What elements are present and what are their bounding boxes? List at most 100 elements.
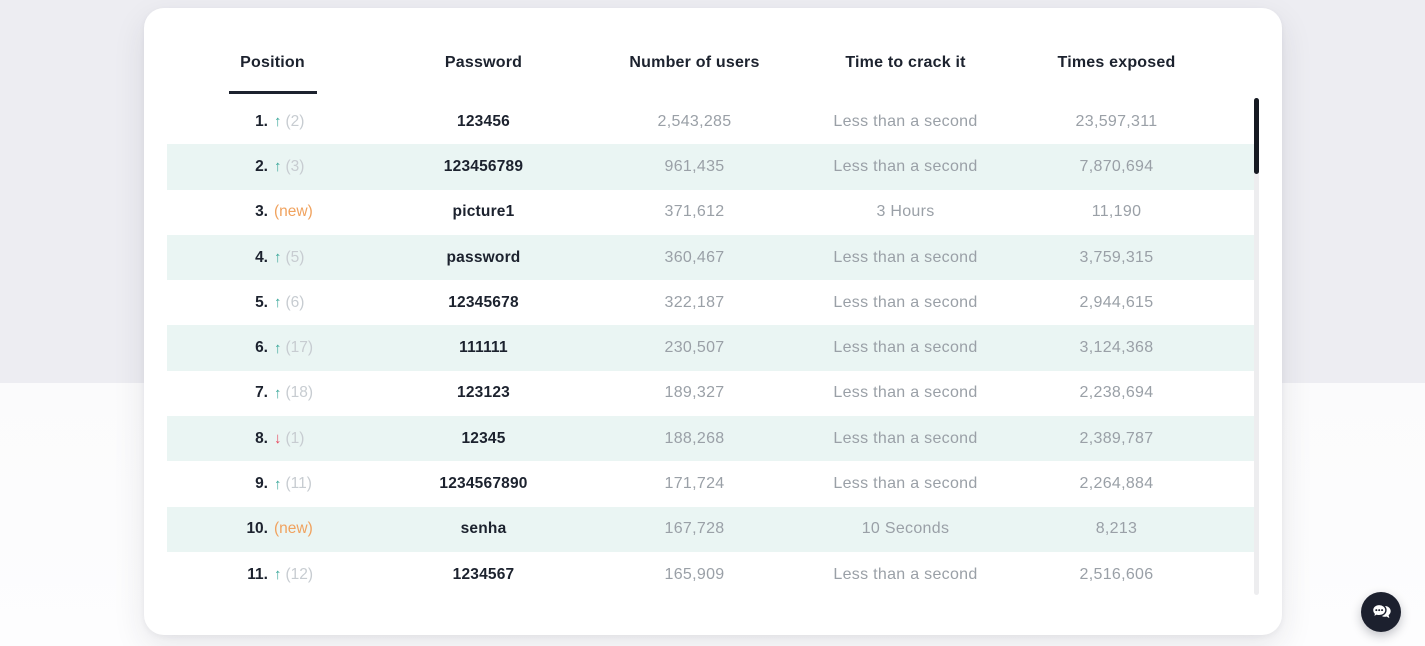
position-rank: 6. — [255, 339, 268, 357]
users-count-value: 189,327 — [664, 384, 725, 402]
times-exposed-value: 3,759,315 — [1079, 248, 1154, 266]
crack-time-value: 10 Seconds — [861, 520, 950, 538]
trend-up-icon: ↑ — [274, 475, 282, 493]
password-table-card: Position Password Number of users Time t… — [144, 8, 1282, 635]
times-exposed-value: 7,870,694 — [1079, 157, 1154, 175]
times-exposed-value: 2,389,787 — [1079, 429, 1154, 447]
chat-widget-button[interactable] — [1361, 592, 1401, 632]
users-count-value: 230,507 — [664, 339, 725, 357]
position-rank: 3. — [255, 203, 268, 221]
password-value: 1234567 — [452, 565, 515, 583]
position-rank: 11. — [247, 565, 268, 583]
position-cell: 10. (new) — [167, 520, 378, 538]
users-count-value: 188,268 — [664, 429, 725, 447]
crack-time-value: Less than a second — [833, 565, 978, 583]
table-row: 8. ↓ (1) 12345 188,268 Less than a secon… — [167, 416, 1256, 462]
scrollbar-thumb[interactable] — [1254, 98, 1259, 174]
position-cell: 7. ↑ (18) — [167, 384, 378, 402]
position-change: (12) — [285, 565, 314, 583]
position-change: (11) — [285, 475, 312, 493]
times-exposed-value: 2,944,615 — [1079, 293, 1154, 311]
users-count-value: 961,435 — [664, 157, 725, 175]
password-value: senha — [460, 520, 507, 538]
position-cell: 11. ↑ (12) — [167, 566, 378, 584]
column-header-times-exposed[interactable]: Times exposed — [1057, 54, 1176, 71]
chat-bubbles-icon — [1370, 601, 1393, 624]
users-count-value: 2,543,285 — [657, 112, 732, 130]
times-exposed-value: 2,238,694 — [1079, 384, 1154, 402]
position-cell: 4. ↑ (5) — [167, 249, 378, 267]
position-change: (3) — [285, 157, 305, 175]
users-count-value: 171,724 — [664, 475, 725, 493]
position-change: (1) — [285, 429, 305, 447]
position-change: (new) — [274, 203, 313, 221]
times-exposed-value: 3,124,368 — [1079, 339, 1154, 357]
position-rank: 9. — [255, 475, 268, 493]
crack-time-value: Less than a second — [833, 475, 978, 493]
crack-time-value: Less than a second — [833, 157, 978, 175]
table-row: 2. ↑ (3) 123456789 961,435 Less than a s… — [167, 144, 1256, 190]
times-exposed-value: 11,190 — [1091, 203, 1142, 221]
position-change: (17) — [285, 339, 314, 357]
crack-time-value: Less than a second — [833, 248, 978, 266]
position-cell: 6. ↑ (17) — [167, 339, 378, 357]
scrollbar-track[interactable] — [1254, 98, 1259, 595]
password-value: 123123 — [457, 384, 510, 402]
password-value: 111111 — [459, 339, 508, 357]
column-header-time-to-crack[interactable]: Time to crack it — [845, 54, 966, 71]
users-count-value: 167,728 — [664, 520, 725, 538]
password-value: 123456 — [457, 112, 510, 130]
table-body: 1. ↑ (2) 123456 2,543,285 Less than a se… — [167, 99, 1256, 597]
table-row: 11. ↑ (12) 1234567 165,909 Less than a s… — [167, 552, 1256, 597]
users-count-value: 371,612 — [664, 203, 725, 221]
position-rank: 4. — [255, 248, 268, 266]
crack-time-value: Less than a second — [833, 112, 978, 130]
crack-time-value: Less than a second — [833, 429, 978, 447]
crack-time-value: Less than a second — [833, 384, 978, 402]
position-change: (2) — [285, 112, 305, 130]
table-row: 5. ↑ (6) 12345678 322,187 Less than a se… — [167, 280, 1256, 325]
table-header-row: Position Password Number of users Time t… — [167, 48, 1256, 78]
crack-time-value: 3 Hours — [876, 203, 935, 221]
trend-up-icon: ↑ — [274, 339, 282, 357]
column-header-position[interactable]: Position — [167, 48, 378, 78]
column-header-number-of-users[interactable]: Number of users — [629, 54, 760, 71]
table-row: 4. ↑ (5) password 360,467 Less than a se… — [167, 234, 1256, 281]
password-value: password — [446, 248, 521, 266]
position-cell: 8. ↓ (1) — [167, 430, 378, 448]
position-rank: 1. — [255, 112, 268, 130]
password-value: picture1 — [452, 203, 515, 221]
position-cell: 2. ↑ (3) — [167, 158, 378, 176]
table-row: 7. ↑ (18) 123123 189,327 Less than a sec… — [167, 371, 1256, 416]
position-change: (new) — [274, 520, 313, 538]
trend-up-icon: ↑ — [274, 294, 282, 312]
table-row: 9. ↑ (11) 1234567890 171,724 Less than a… — [167, 461, 1256, 506]
position-rank: 2. — [255, 157, 268, 175]
password-value: 12345 — [461, 429, 506, 447]
crack-time-value: Less than a second — [833, 339, 978, 357]
trend-up-icon: ↑ — [274, 384, 282, 402]
trend-up-icon: ↑ — [274, 566, 282, 584]
users-count-value: 360,467 — [664, 248, 725, 266]
users-count-value: 165,909 — [664, 565, 725, 583]
position-change: (6) — [285, 293, 305, 311]
table-row: 3. (new) picture1 371,612 3 Hours 11,190 — [167, 190, 1256, 235]
password-value: 1234567890 — [439, 475, 528, 493]
position-rank: 10. — [246, 520, 268, 538]
times-exposed-value: 2,264,884 — [1079, 475, 1154, 493]
position-rank: 5. — [255, 293, 268, 311]
position-cell: 1. ↑ (2) — [167, 113, 378, 131]
position-cell: 3. (new) — [167, 203, 378, 221]
position-change: (18) — [285, 384, 314, 402]
users-count-value: 322,187 — [664, 293, 725, 311]
trend-up-icon: ↑ — [274, 113, 282, 131]
position-change: (5) — [285, 248, 305, 266]
crack-time-value: Less than a second — [833, 293, 978, 311]
password-value: 12345678 — [448, 293, 519, 311]
trend-up-icon: ↑ — [274, 249, 282, 267]
trend-down-icon: ↓ — [274, 430, 282, 448]
position-rank: 8. — [255, 429, 268, 447]
table-row: 6. ↑ (17) 111111 230,507 Less than a sec… — [167, 325, 1256, 371]
column-header-password[interactable]: Password — [444, 54, 523, 71]
times-exposed-value: 2,516,606 — [1079, 565, 1154, 583]
